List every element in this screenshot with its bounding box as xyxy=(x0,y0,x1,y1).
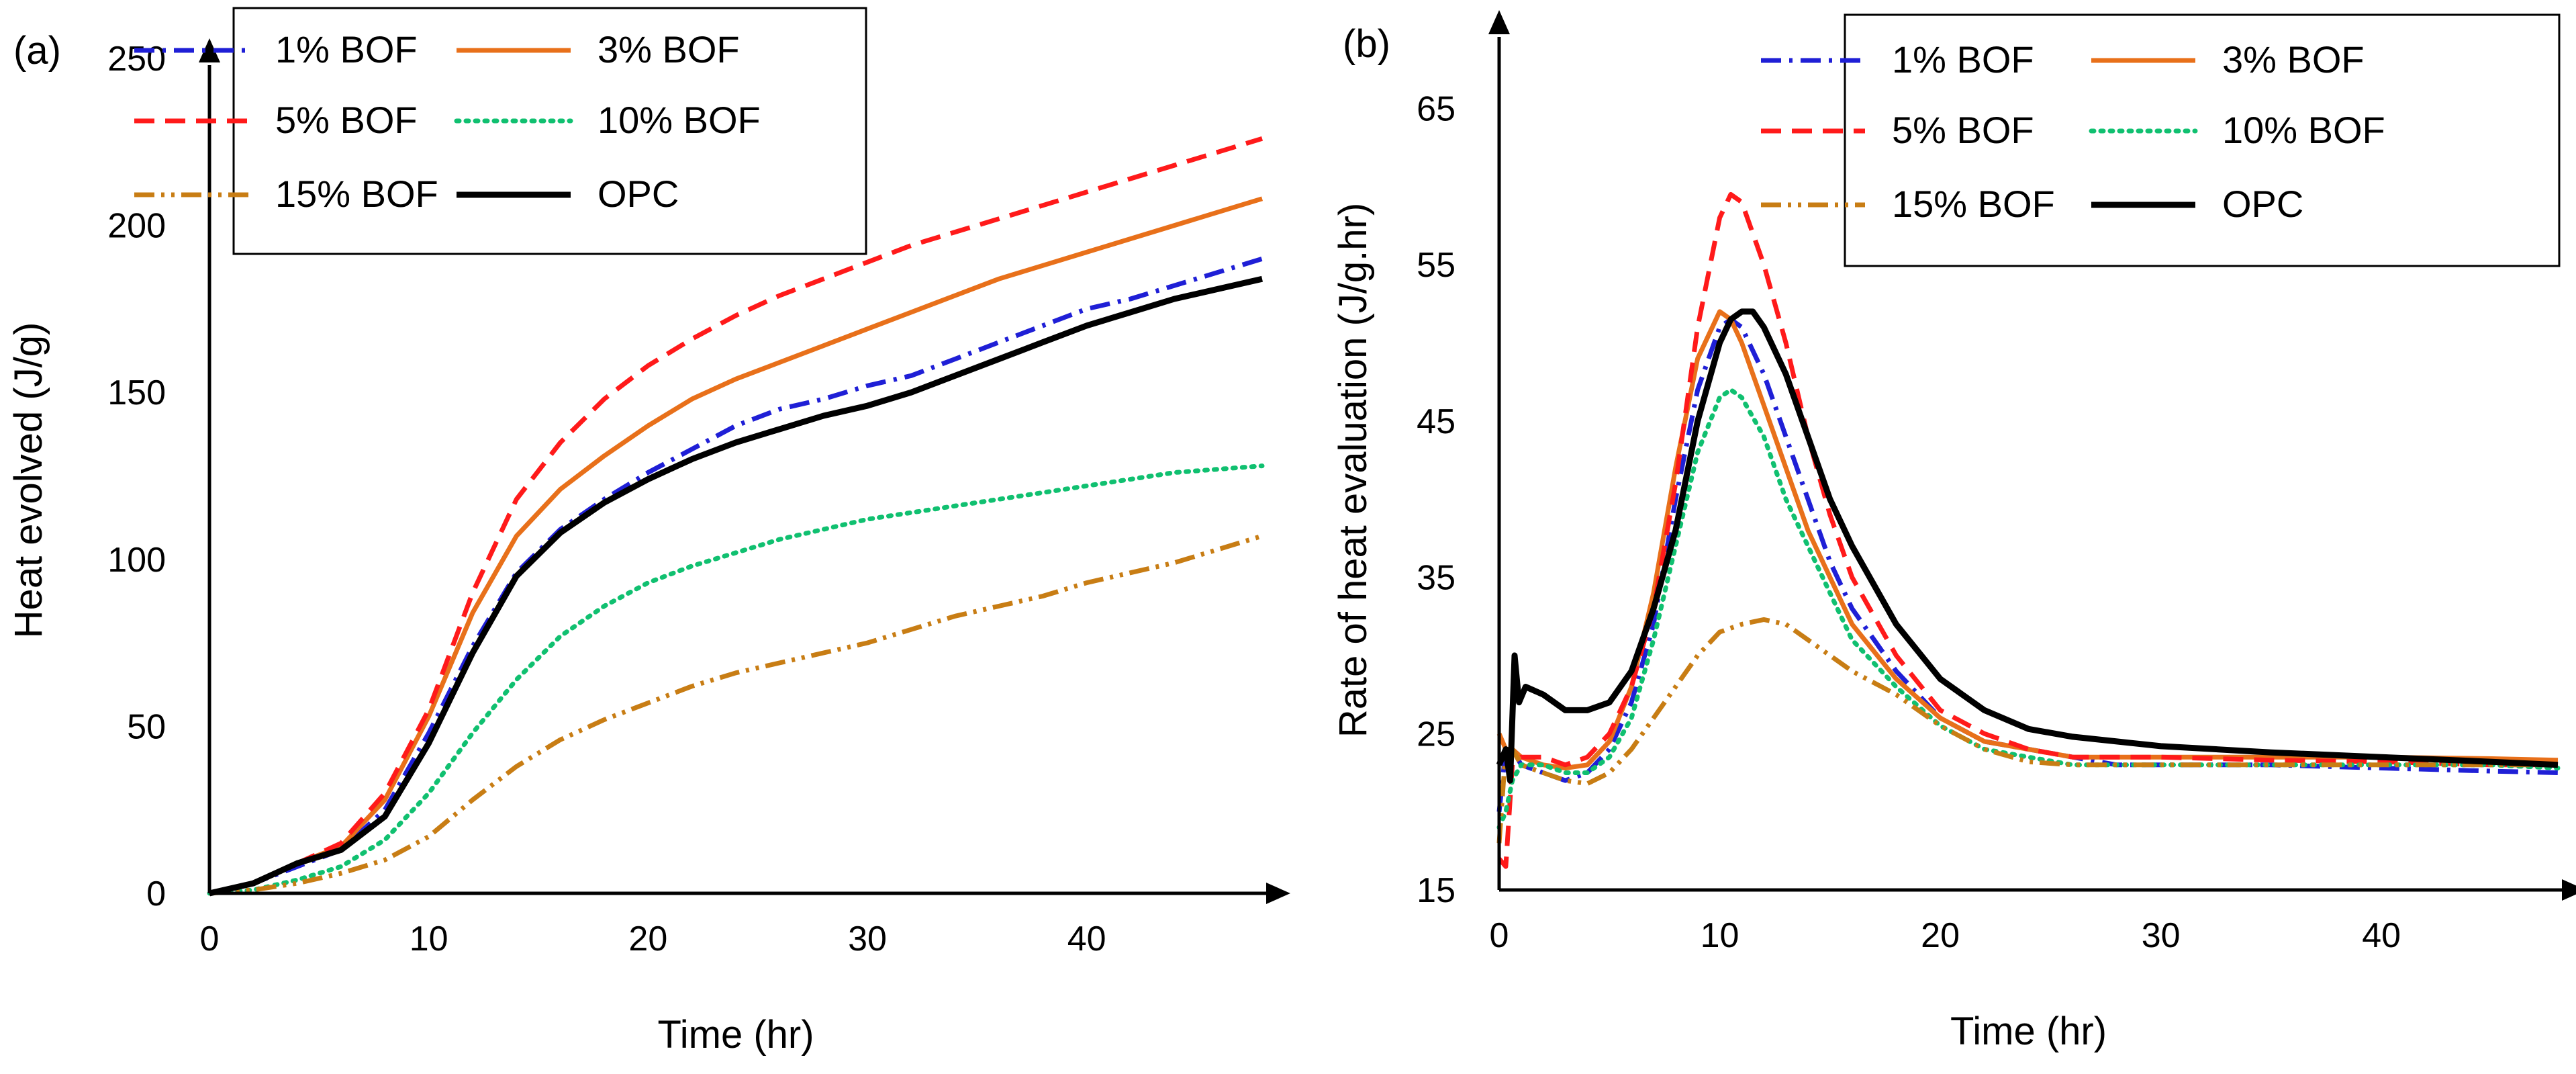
series-line-10pct-bof xyxy=(207,463,1265,896)
x-axis-arrow-icon xyxy=(1266,883,1290,904)
series-line-1pct-bof xyxy=(209,256,1263,896)
legend-label-15pct-bof: 15% BOF xyxy=(1892,183,2055,225)
x-tick-label: 30 xyxy=(2142,916,2181,955)
legend-label-1pct-bof: 1% BOF xyxy=(275,28,418,71)
y-tick-label: 45 xyxy=(1417,402,1456,441)
y-axis-arrow-icon xyxy=(199,38,220,62)
x-tick-label: 20 xyxy=(1921,916,1960,955)
x-axis-arrow-icon xyxy=(2562,879,2576,901)
x-axis-label: Time (hr) xyxy=(657,1013,814,1057)
y-axis-label: Heat evolved (J/g) xyxy=(7,322,50,639)
y-tick-label: 50 xyxy=(127,707,166,746)
y-tick-label: 65 xyxy=(1417,89,1456,128)
x-axis-label: Time (hr) xyxy=(1950,1010,2107,1053)
legend-label-3pct-bof: 3% BOF xyxy=(598,28,740,71)
y-tick-label: 100 xyxy=(107,541,166,580)
x-tick-label: 0 xyxy=(1490,916,1509,955)
series-line-opc xyxy=(208,275,1263,897)
y-tick-label: 25 xyxy=(1417,715,1456,754)
y-axis-arrow-icon xyxy=(1488,10,1510,34)
y-tick-label: 15 xyxy=(1417,871,1456,910)
legend-label-5pct-bof: 5% BOF xyxy=(275,99,418,141)
y-tick-label: 35 xyxy=(1417,559,1456,598)
legend-label-opc: OPC xyxy=(598,173,679,215)
y-axis-label: Rate of heat evaluation (J/g.hr) xyxy=(1331,203,1375,737)
series-line-opc xyxy=(1496,308,2559,784)
panel-b: 0 10 20 30 40 15 25 35 45 55 65 Time (hr) Rate of he… xyxy=(1331,10,2576,1053)
y-tick-label: 200 xyxy=(107,207,166,246)
y-tick-label: 150 xyxy=(107,373,166,412)
legend-label-3pct-bof: 3% BOF xyxy=(2222,38,2365,81)
x-tick-label: 10 xyxy=(1701,916,1739,955)
legend-label-5pct-bof: 5% BOF xyxy=(1892,109,2034,151)
legend-label-1pct-bof: 1% BOF xyxy=(1892,38,2034,81)
x-tick-label: 0 xyxy=(200,920,220,958)
x-tick-label: 30 xyxy=(848,920,887,958)
panel-a: 0 10 20 30 40 0 50 100 150 200 250 Time (hr) Heat ev… xyxy=(7,7,1290,1057)
panel-label: (a) xyxy=(13,29,61,73)
series-line-5pct-bof xyxy=(1497,191,2558,869)
y-tick-label: 0 xyxy=(146,875,166,913)
legend: 1% BOF 3% BOF 5% BOF 10% BOF 15% BOF OPC xyxy=(1761,13,2561,267)
legend-box xyxy=(1844,13,2561,267)
x-tick-label: 20 xyxy=(628,920,667,958)
x-tick-label: 40 xyxy=(1067,920,1106,958)
series-line-3pct-bof xyxy=(209,196,1263,896)
series-line-5pct-bof xyxy=(209,136,1263,896)
legend-label-opc: OPC xyxy=(2222,183,2303,225)
series-line-15pct-bof xyxy=(1496,617,2558,844)
panel-label: (b) xyxy=(1343,22,1390,66)
legend-label-10pct-bof: 10% BOF xyxy=(598,99,761,141)
legend-label-15pct-bof: 15% BOF xyxy=(275,173,438,215)
y-tick-label: 250 xyxy=(107,40,166,79)
x-tick-label: 40 xyxy=(2362,916,2401,955)
legend-label-10pct-bof: 10% BOF xyxy=(2222,109,2385,151)
x-tick-label: 10 xyxy=(410,920,448,958)
series-line-15pct-bof xyxy=(209,533,1263,896)
y-tick-label: 55 xyxy=(1417,246,1456,285)
legend: 1% BOF 3% BOF 5% BOF 10% BOF 15% BOF OPC xyxy=(134,7,867,255)
